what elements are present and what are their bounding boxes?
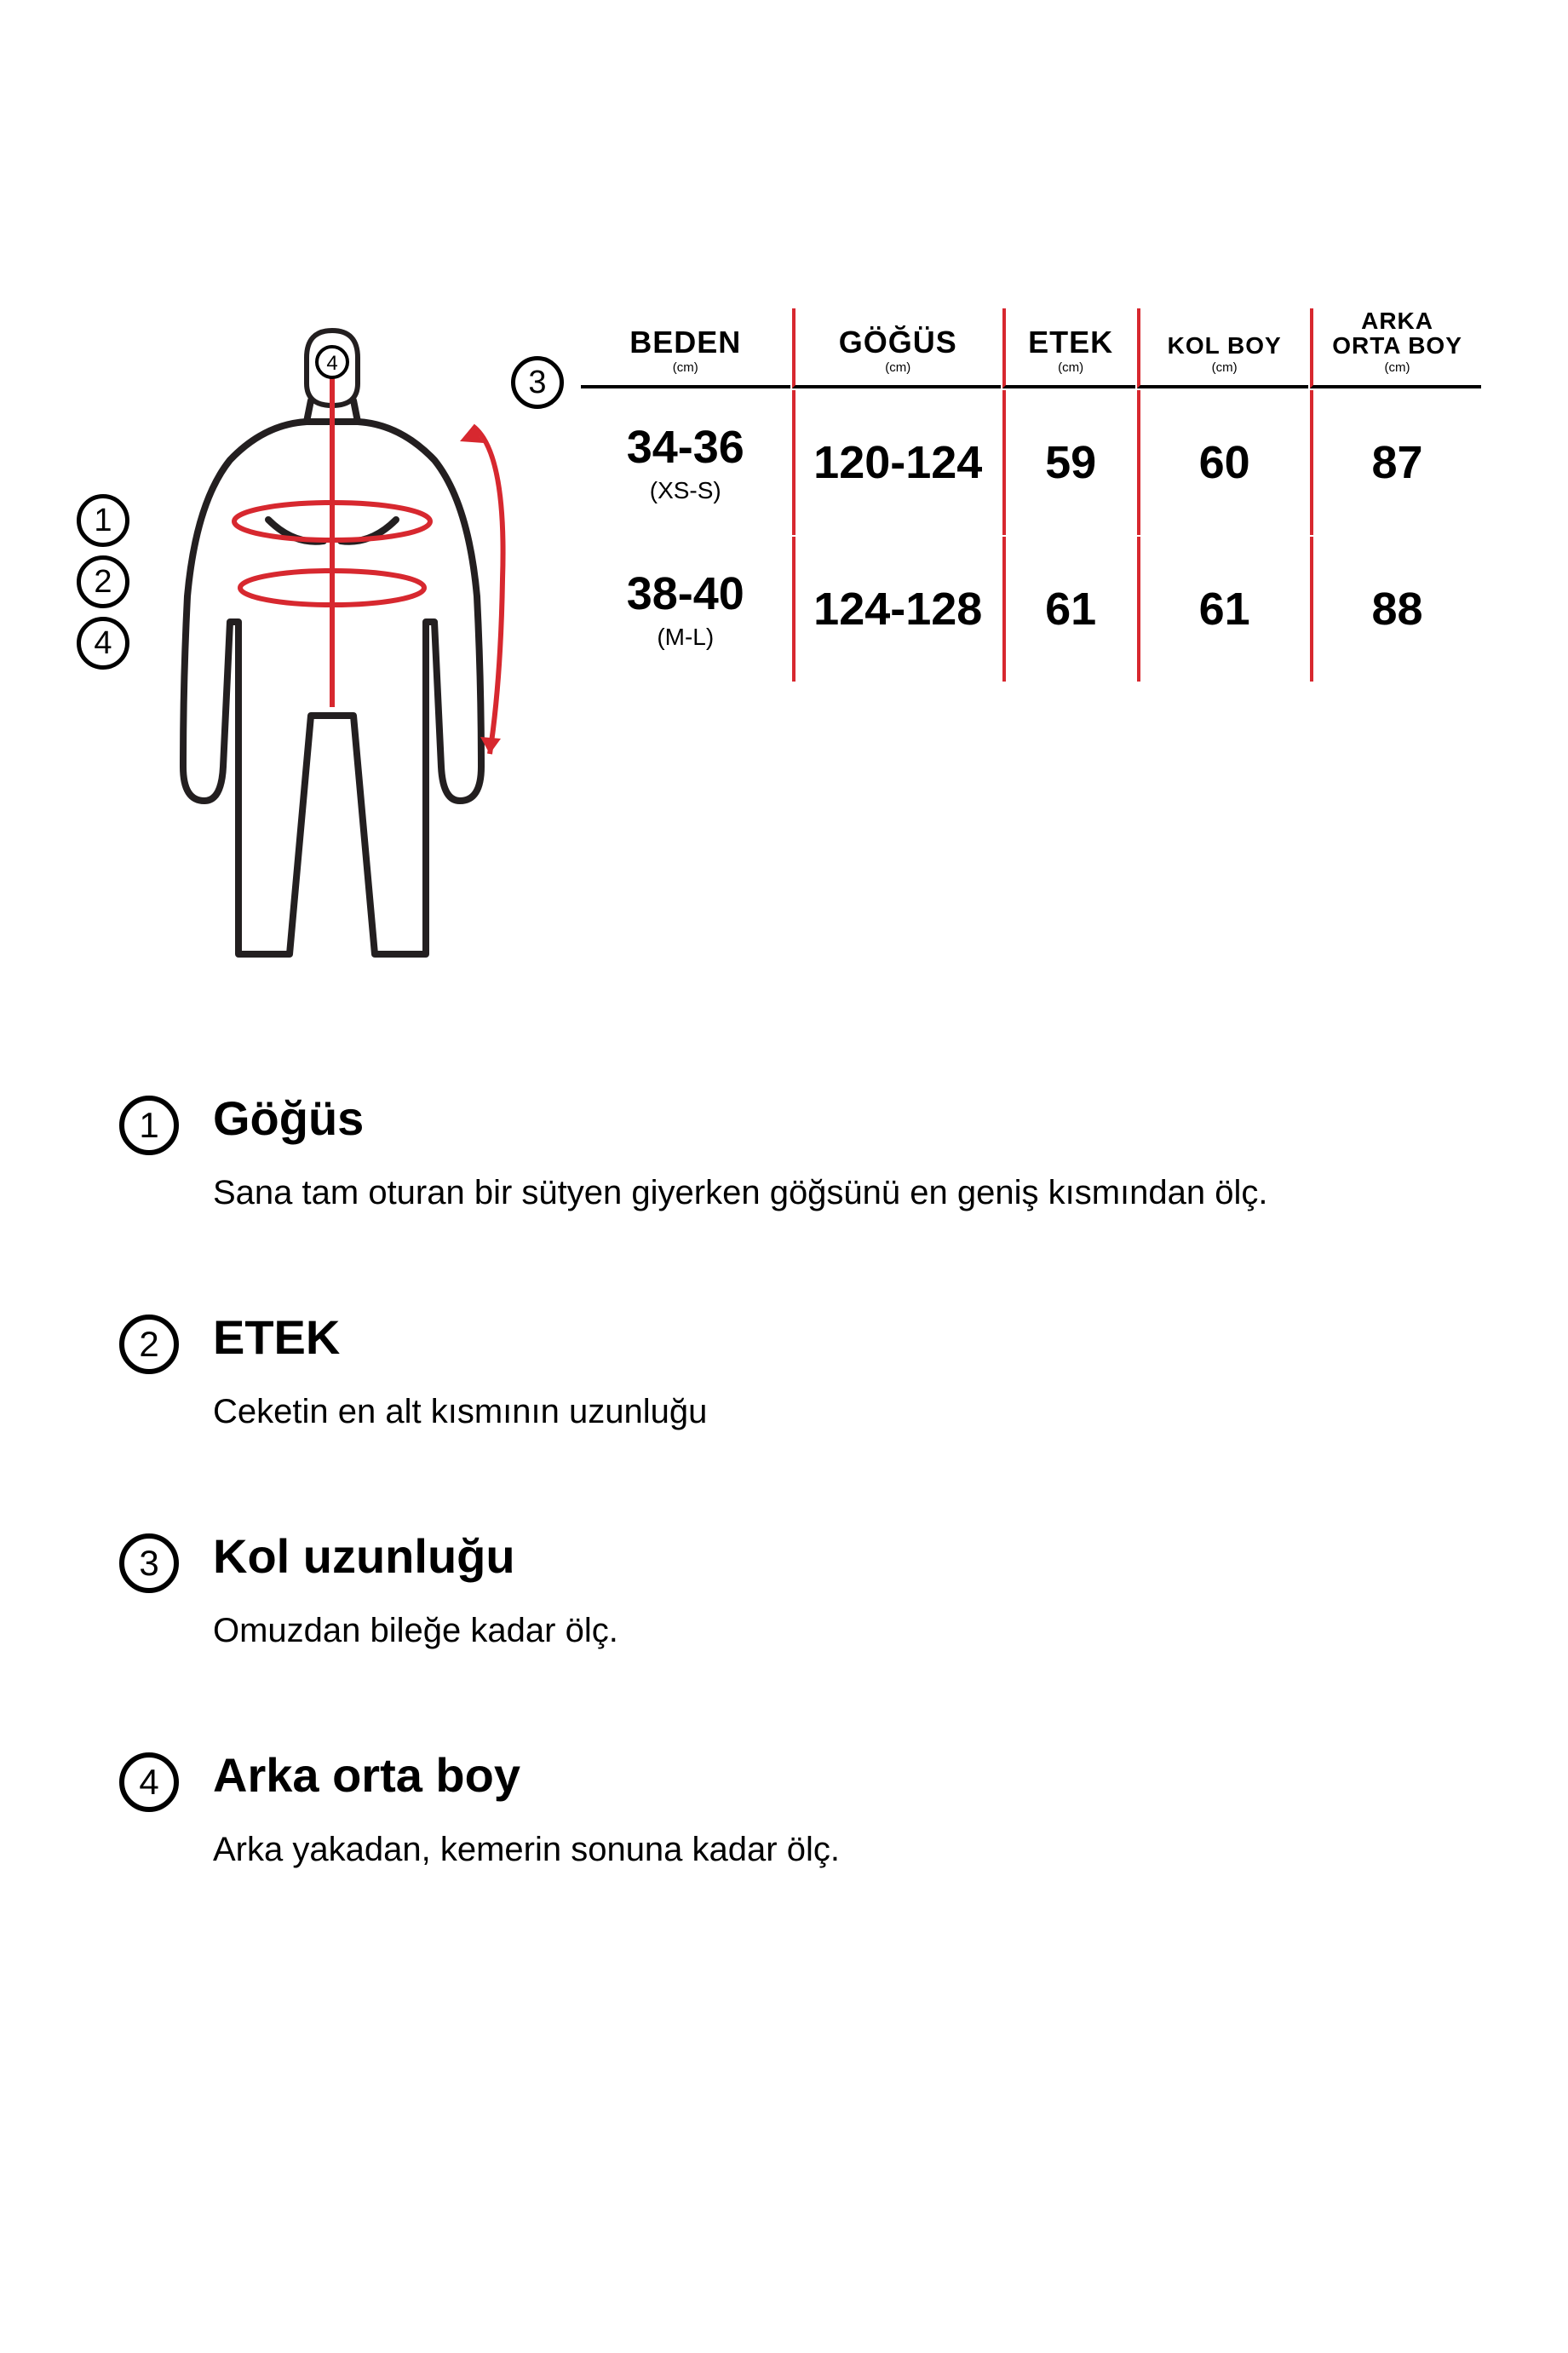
cell-beden-1-val: 38-40 (627, 568, 744, 619)
legend-item: 2 ETEK Ceketin en alt kısmının uzunluğu (119, 1309, 1483, 1435)
cell-arka-1: 88 (1310, 537, 1481, 682)
header-etek-label: ETEK (1028, 325, 1113, 360)
legend-item: 3 Kol uzunluğu Omuzdan bileğe kadar ölç. (119, 1528, 1483, 1654)
legend-text-1: Göğüs Sana tam oturan bir sütyen giyerke… (213, 1090, 1268, 1216)
header-kol-label: KOL BOY (1168, 332, 1282, 359)
legend-text-4: Arka orta boy Arka yakadan, kemerin sonu… (213, 1747, 840, 1873)
legend-num-4: 4 (119, 1752, 179, 1812)
legend-text-2: ETEK Ceketin en alt kısmının uzunluğu (213, 1309, 707, 1435)
legend-title-1: Göğüs (213, 1090, 1268, 1146)
legend-num-2: 2 (119, 1315, 179, 1374)
legend-title-3: Kol uzunluğu (213, 1528, 618, 1584)
legend-text-3: Kol uzunluğu Omuzdan bileğe kadar ölç. (213, 1528, 618, 1654)
size-table-block: BEDEN (cm) GÖĞÜS (cm) ETEK (cm) KOL BOY … (579, 307, 1483, 683)
cell-kol-0: 60 (1137, 390, 1308, 535)
size-guide-page: 1 2 4 3 (0, 0, 1568, 2137)
header-gogus-label: GÖĞÜS (839, 325, 957, 360)
top-region: 1 2 4 3 (85, 324, 1483, 971)
cell-arka-0: 87 (1310, 390, 1481, 535)
cell-beden-1-sub: (M-L) (586, 624, 785, 651)
header-gogus-unit: (cm) (799, 360, 998, 375)
legend-block: 1 Göğüs Sana tam oturan bir sütyen giyer… (119, 1090, 1483, 1873)
header-arka-unit: (cm) (1317, 360, 1478, 375)
cell-beden-0: 34-36 (XS-S) (581, 390, 790, 535)
cell-gogus-0: 120-124 (792, 390, 1002, 535)
header-kol: KOL BOY (cm) (1137, 308, 1308, 388)
cell-beden-0-sub: (XS-S) (586, 477, 785, 504)
cell-kol-1: 61 (1137, 537, 1308, 682)
figure-marker-1: 1 (77, 494, 129, 547)
cell-etek-0: 59 (1002, 390, 1135, 535)
figure-marker-4: 4 (77, 617, 129, 670)
legend-item: 4 Arka orta boy Arka yakadan, kemerin so… (119, 1747, 1483, 1873)
figure-left-markers: 1 2 4 (77, 494, 129, 670)
header-beden-unit: (cm) (584, 360, 787, 375)
legend-num-1: 1 (119, 1096, 179, 1155)
header-gogus: GÖĞÜS (cm) (792, 308, 1002, 388)
body-figure-icon: 4 (136, 324, 528, 971)
header-arka: ARKA ORTA BOY (cm) (1310, 308, 1481, 388)
legend-title-4: Arka orta boy (213, 1747, 840, 1803)
legend-desc-4: Arka yakadan, kemerin sonuna kadar ölç. (213, 1827, 840, 1873)
body-figure-block: 1 2 4 3 (85, 324, 528, 971)
header-arka-line2: ORTA BOY (1332, 332, 1462, 359)
header-etek: ETEK (cm) (1002, 308, 1135, 388)
cell-beden-1: 38-40 (M-L) (581, 537, 790, 682)
legend-num-3: 3 (119, 1533, 179, 1593)
size-table: BEDEN (cm) GÖĞÜS (cm) ETEK (cm) KOL BOY … (579, 307, 1483, 683)
legend-title-2: ETEK (213, 1309, 707, 1365)
table-row: 38-40 (M-L) 124-128 61 61 88 (581, 537, 1481, 682)
legend-item: 1 Göğüs Sana tam oturan bir sütyen giyer… (119, 1090, 1483, 1216)
header-beden: BEDEN (cm) (581, 308, 790, 388)
cell-beden-0-val: 34-36 (627, 422, 744, 473)
cell-etek-1: 61 (1002, 537, 1135, 682)
header-kol-unit: (cm) (1144, 360, 1305, 375)
figure-marker-2: 2 (77, 555, 129, 608)
legend-desc-2: Ceketin en alt kısmının uzunluğu (213, 1389, 707, 1435)
cell-gogus-1: 124-128 (792, 537, 1002, 682)
header-arka-line1: ARKA (1361, 308, 1433, 334)
legend-desc-3: Omuzdan bileğe kadar ölç. (213, 1608, 618, 1654)
header-beden-label: BEDEN (629, 325, 741, 360)
svg-text:4: 4 (326, 352, 337, 375)
table-header-row: BEDEN (cm) GÖĞÜS (cm) ETEK (cm) KOL BOY … (581, 308, 1481, 388)
header-etek-unit: (cm) (1009, 360, 1132, 375)
table-row: 34-36 (XS-S) 120-124 59 60 87 (581, 390, 1481, 535)
legend-desc-1: Sana tam oturan bir sütyen giyerken göğs… (213, 1170, 1268, 1216)
